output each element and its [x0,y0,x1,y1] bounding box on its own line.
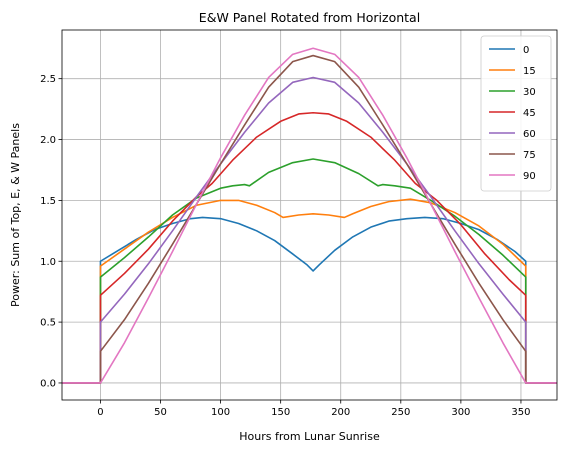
series-line-75 [62,54,557,384]
legend-label-45: 45 [523,108,536,119]
legend-label-0: 0 [523,45,529,56]
series-line-90 [62,47,557,384]
series-line-45 [62,111,557,384]
chart-title: E&W Panel Rotated from Horizontal [199,10,420,25]
y-tick-label: 2.5 [40,74,56,85]
x-tick-label: 250 [391,407,410,418]
series-line-15 [62,198,557,384]
x-axis-label: Hours from Lunar Sunrise [239,430,380,443]
x-tick-label: 350 [511,407,530,418]
axis-ticks: 0 50 100 150 200 250 300 350 0.0 0.5 1.0 1.5 2.0 2.5 [40,74,530,418]
x-tick-label: 100 [211,407,230,418]
x-tick-label: 200 [331,407,350,418]
series-line-0 [62,216,557,384]
y-tick-label: 1.5 [40,196,56,207]
series-line-60 [62,76,557,384]
x-tick-label: 300 [451,407,470,418]
plot-frame [61,29,558,401]
y-tick-label: 0.5 [40,318,56,329]
legend-label-75: 75 [523,150,536,161]
x-tick-label: 150 [271,407,290,418]
legend-label-90: 90 [523,171,536,182]
legend-label-60: 60 [523,129,536,140]
legend-label-15: 15 [523,66,536,77]
y-tick-label: 1.0 [40,257,56,268]
y-tick-label: 0.0 [40,378,56,389]
y-tick-label: 2.0 [40,135,56,146]
legend-label-30: 30 [523,87,536,98]
x-tick-label: 0 [97,407,103,418]
legend: 0 15 30 45 60 75 90 [480,35,552,192]
x-tick-label: 50 [154,407,167,418]
series-lines [62,47,557,384]
y-axis-label: Power: Sum of Top, E, & W Panels [9,123,22,307]
legend-box [480,35,552,192]
series-line-30 [62,158,557,384]
